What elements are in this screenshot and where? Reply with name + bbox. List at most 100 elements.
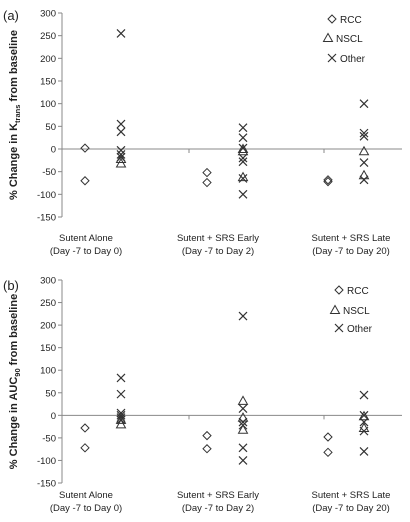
y-axis-label: % Change in Ktrans from baseline: [8, 30, 22, 200]
legend: RCC NSCL Other: [329, 285, 373, 335]
y-tick-label: -150: [37, 479, 56, 490]
data-point: [116, 145, 126, 155]
data-point: [359, 128, 369, 138]
y-tick-label: 50: [45, 122, 56, 133]
data-point: [237, 412, 249, 422]
data-point: [358, 169, 370, 180]
y-tick-label: 100: [40, 366, 56, 377]
legend-label: RCC: [340, 15, 362, 26]
data-point: [359, 99, 369, 109]
data-point: [116, 28, 126, 38]
data-point: [238, 404, 248, 413]
data-point: [116, 373, 126, 383]
legend-label: Other: [340, 54, 366, 65]
data-point: [80, 443, 90, 453]
data-point: [80, 423, 90, 433]
data-point: [359, 158, 369, 168]
data-point: [202, 167, 212, 178]
panel-label: (a): [3, 8, 19, 23]
data-point: [116, 150, 126, 159]
legend-marker: [329, 304, 341, 314]
series-other: [116, 28, 369, 199]
data-point: [80, 143, 90, 153]
series-nscl: [115, 395, 370, 434]
data-point: [116, 119, 126, 129]
y-tick-label: -150: [37, 213, 56, 224]
legend-marker: [327, 14, 337, 24]
data-point: [80, 176, 90, 186]
y-tick-label: 100: [40, 99, 56, 110]
y-tick-label: 0: [51, 145, 56, 156]
data-point: [323, 176, 333, 187]
chart-panel-a: (a) -150 -100 -50 0 50 100 150 200 250 300 % Change…: [3, 8, 402, 257]
data-point: [323, 175, 333, 185]
data-point: [323, 432, 333, 442]
category-label: Sutent + SRS Late: [312, 233, 391, 244]
legend-label: NSCL: [343, 306, 370, 317]
data-point: [359, 417, 369, 427]
legend-marker: [334, 285, 344, 295]
category-sublabel: (Day -7 to Day 20): [312, 503, 390, 514]
data-point: [359, 446, 369, 456]
data-point: [238, 420, 248, 430]
data-point: [116, 413, 126, 423]
data-point: [238, 143, 248, 153]
data-point: [359, 390, 369, 400]
series-other: [116, 311, 369, 465]
legend-marker: [334, 323, 344, 333]
data-point: [237, 171, 249, 182]
data-point: [116, 127, 126, 137]
y-tick-label: 0: [51, 411, 56, 422]
data-point: [358, 410, 370, 421]
data-point: [115, 418, 127, 429]
data-point: [238, 417, 248, 427]
y-tick-label: 300: [40, 276, 56, 287]
data-point: [359, 426, 369, 436]
data-point: [238, 443, 248, 453]
legend-marker: [327, 53, 337, 63]
data-point: [358, 145, 370, 156]
legend-label: RCC: [347, 286, 369, 297]
legend-label: Other: [347, 324, 373, 335]
data-point: [359, 175, 369, 185]
chart-panel-b: (b) -150 -100 -50 0 50 100 150 200 250 300 % Change…: [3, 276, 402, 514]
data-point: [237, 424, 249, 434]
category-sublabel: (Day -7 to Day 0): [50, 246, 122, 257]
data-point: [116, 389, 126, 399]
category-sublabel: (Day -7 to Day 2): [182, 503, 254, 514]
data-point: [238, 123, 248, 133]
y-tick-label: -50: [42, 433, 56, 444]
y-tick-label: 300: [40, 9, 56, 20]
series-rcc: [80, 143, 333, 188]
legend-marker: [322, 32, 334, 42]
y-axis-label: % Change in AUC90 from baseline: [8, 294, 22, 469]
category-label: Sutent + SRS Early: [177, 490, 259, 501]
category-sublabel: (Day -7 to Day 20): [312, 246, 390, 257]
y-tick-label: -100: [37, 190, 56, 201]
y-tick-label: 150: [40, 77, 56, 88]
data-point: [359, 131, 369, 141]
data-point: [359, 410, 369, 420]
data-point: [116, 415, 126, 425]
data-point: [323, 447, 333, 458]
category-sublabel: (Day -7 to Day 2): [182, 246, 254, 257]
legend: RCC NSCL Other: [322, 14, 366, 65]
y-tick-label: 150: [40, 343, 56, 354]
y-tick-label: 250: [40, 31, 56, 42]
data-point: [202, 177, 212, 188]
category-label: Sutent Alone: [59, 490, 113, 501]
data-point: [238, 311, 248, 321]
data-point: [238, 456, 248, 465]
category-label: Sutent + SRS Early: [177, 233, 259, 244]
data-point: [202, 444, 212, 454]
y-tick-label: -100: [37, 456, 56, 467]
data-point: [202, 430, 212, 441]
panel-label: (b): [3, 278, 19, 293]
data-point: [238, 153, 248, 163]
y-tick-label: 250: [40, 298, 56, 309]
data-point: [237, 143, 249, 153]
y-tick-label: 200: [40, 321, 56, 332]
y-tick-label: 200: [40, 54, 56, 65]
category-label: Sutent + SRS Late: [312, 490, 391, 501]
